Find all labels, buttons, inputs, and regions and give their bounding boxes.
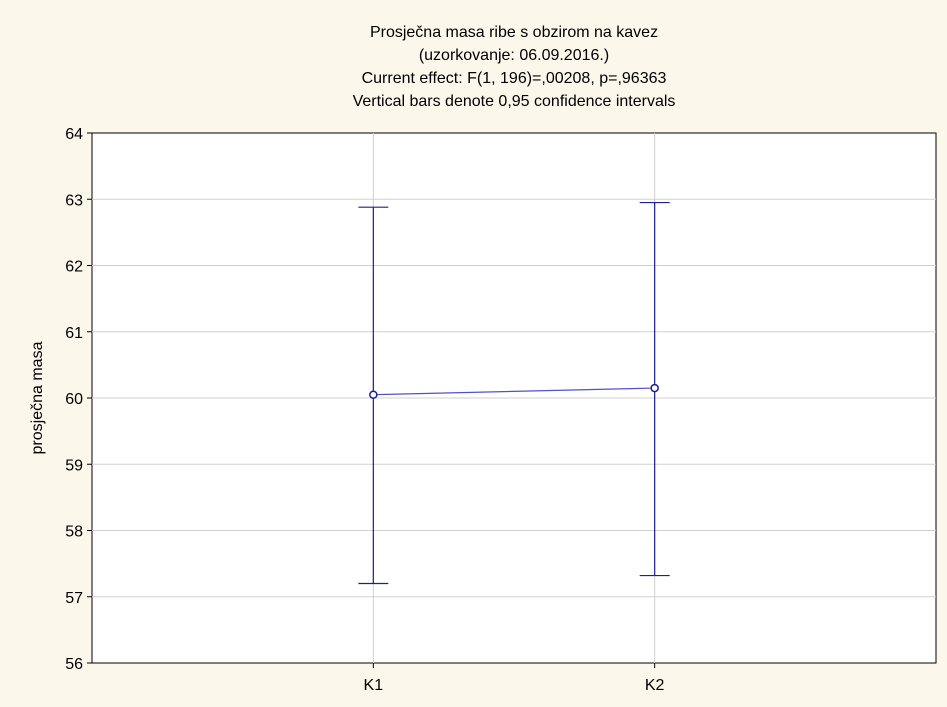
x-tick-label: K2 [645,677,665,694]
mean-point [650,383,659,393]
title-line: Prosječna masa ribe s obzirom na kavez [370,24,658,41]
title-line: Vertical bars denote 0,95 confidence int… [353,93,676,110]
mean-point [369,390,378,399]
y-tick-label: 59 [65,457,83,474]
y-axis-ticks: 56 57 58 59 60 61 62 63 64 [65,126,92,673]
y-tick-label: 58 [65,524,83,541]
y-tick-label: 61 [65,325,83,342]
series [358,201,670,585]
mean-line [373,387,655,396]
y-tick-label: 57 [65,590,83,607]
y-tick-label: 62 [65,259,83,276]
y-tick-label: 56 [65,656,83,673]
chart-title: Prosječna masa ribe s obzirom na kavez (u… [353,24,676,110]
title-line: Current effect: F(1, 196)=,00208, p=,963… [362,70,667,87]
y-axis-label: prosječna masa [29,341,46,454]
y-tick-label: 63 [65,192,83,209]
title-line: (uzorkovanje: 06.09.2016.) [419,47,609,64]
x-axis-ticks: K1 K2 [364,663,665,694]
y-tick-label: 64 [65,126,83,143]
x-tick-label: K1 [364,677,384,694]
y-tick-label: 60 [65,391,83,408]
